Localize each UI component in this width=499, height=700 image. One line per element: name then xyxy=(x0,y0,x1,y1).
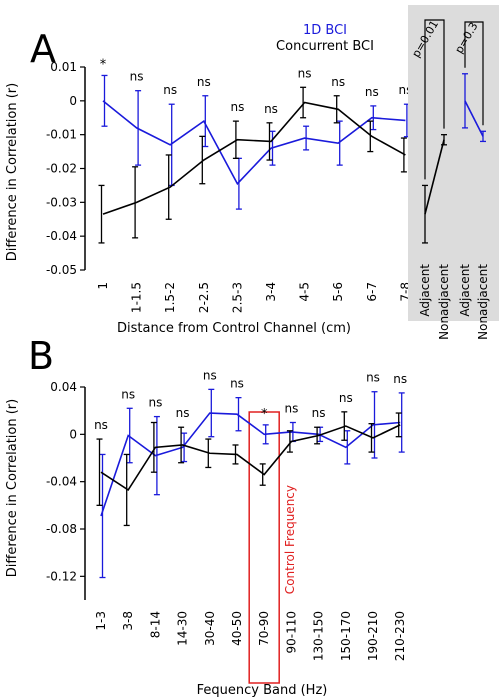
x-tick-label: 1.5-2 xyxy=(163,282,177,313)
panel-b-label: B xyxy=(28,334,54,378)
control-frequency-box xyxy=(248,411,280,684)
inset-x-tick-label: Nonadjacent xyxy=(476,264,490,340)
y-tick-label: -0.02 xyxy=(46,162,77,176)
x-tick-label: 70-90 xyxy=(257,611,271,646)
significance-label: ns xyxy=(366,371,380,385)
panel-a-label: A xyxy=(30,27,56,71)
x-tick-label: 5-6 xyxy=(331,282,345,302)
y-tick-label: 0.04 xyxy=(50,380,77,394)
legend-1d-bci: 1D BCI xyxy=(303,23,347,38)
inset-significance-bracket xyxy=(424,19,445,180)
panel-b-xlabel: Fequency Band (Hz) xyxy=(197,683,328,698)
inset-background xyxy=(408,5,499,321)
significance-label: ns xyxy=(230,377,244,391)
control-frequency-label: Control Frequency xyxy=(283,485,297,594)
significance-label: ns xyxy=(339,391,353,405)
series-line-second xyxy=(100,424,401,492)
y-tick-label: -0.08 xyxy=(46,522,77,536)
x-tick-label: 3-8 xyxy=(121,611,135,631)
significance-label: ns xyxy=(284,402,298,416)
significance-label: * xyxy=(100,57,107,72)
panel-a-xlabel: Distance from Control Channel (cm) xyxy=(117,321,351,336)
y-tick-label: 0.01 xyxy=(50,60,77,74)
inset-x-tick-label: Adjacent xyxy=(458,264,472,317)
significance-label: ns xyxy=(163,83,177,97)
y-tick-label: -0.05 xyxy=(46,263,77,277)
x-tick-label: 30-40 xyxy=(203,611,217,646)
x-tick-label: 1-3 xyxy=(94,611,108,631)
x-tick-label: 90-110 xyxy=(284,611,298,654)
x-tick-label: 1-1.5 xyxy=(130,282,144,313)
x-tick-label: 150-170 xyxy=(339,611,353,661)
x-tick-label: 3-4 xyxy=(264,282,278,302)
legend-concurrent-bci: Concurrent BCI xyxy=(276,39,374,54)
x-tick-label: 6-7 xyxy=(365,282,379,302)
significance-label: ns xyxy=(312,406,326,420)
significance-label: ns xyxy=(148,396,162,410)
inset-series-line xyxy=(464,100,484,137)
y-tick-label: -0.12 xyxy=(46,569,77,583)
y-tick-label: 0 xyxy=(69,427,77,441)
significance-label: ns xyxy=(365,85,379,99)
x-tick-label: 210-230 xyxy=(393,611,407,661)
panel-b: B Difference in Correlation (r) Fequency… xyxy=(5,334,407,698)
inset-x-tick-label: Nonadjacent xyxy=(437,264,451,340)
significance-label: ns xyxy=(94,418,108,432)
y-tick-label: -0.01 xyxy=(46,128,77,142)
y-tick-label: -0.03 xyxy=(46,195,77,209)
significance-label: ns xyxy=(298,66,312,80)
x-tick-label: 8-14 xyxy=(148,611,162,638)
y-tick-label: 0 xyxy=(69,94,77,108)
y-tick-label: -0.04 xyxy=(46,475,77,489)
significance-label: ns xyxy=(130,70,144,84)
significance-label: ns xyxy=(393,372,407,386)
panel-a-plot: 0.01 0 -0.01 -0.02 -0.03 -0.04 -0.05 1 1-1.5 1.5-… xyxy=(46,57,412,313)
panel-b-plot: 0.04 0 -0.04 -0.08 -0.12 1-3 3-8 8-14 14-30 30-40… xyxy=(46,368,407,684)
series-line-second xyxy=(102,101,406,215)
x-tick-label: 40-50 xyxy=(230,611,244,646)
significance-label: ns xyxy=(203,368,217,382)
significance-label: ns xyxy=(197,75,211,89)
x-tick-label: 1 xyxy=(96,282,110,290)
inset-x-tick-label: Adjacent xyxy=(418,264,432,317)
panel-a-ylabel: Difference in Correlation (r) xyxy=(5,83,20,261)
significance-label: ns xyxy=(121,387,135,401)
significance-label: ns xyxy=(176,406,190,420)
panel-b-ylabel: Difference in Correlation (r) xyxy=(5,399,20,577)
series-line-first xyxy=(102,100,406,186)
x-tick-label: 2.5-3 xyxy=(230,282,244,313)
significance-label: ns xyxy=(331,75,345,89)
inset-significance-bracket xyxy=(464,21,484,126)
series-line-first xyxy=(100,412,401,517)
significance-label: ns xyxy=(230,100,244,114)
x-tick-label: 130-150 xyxy=(312,611,326,661)
x-tick-label: 14-30 xyxy=(176,611,190,646)
x-tick-label: 4-5 xyxy=(298,282,312,302)
significance-label: ns xyxy=(264,102,278,116)
x-tick-label: 190-210 xyxy=(366,611,380,661)
y-tick-label: -0.04 xyxy=(46,229,77,243)
panel-a: A Difference in Correlation (r) Distance… xyxy=(5,23,412,336)
x-tick-label: 2-2.5 xyxy=(197,282,211,313)
significance-label: * xyxy=(261,407,268,422)
inset-series-line xyxy=(424,139,445,215)
